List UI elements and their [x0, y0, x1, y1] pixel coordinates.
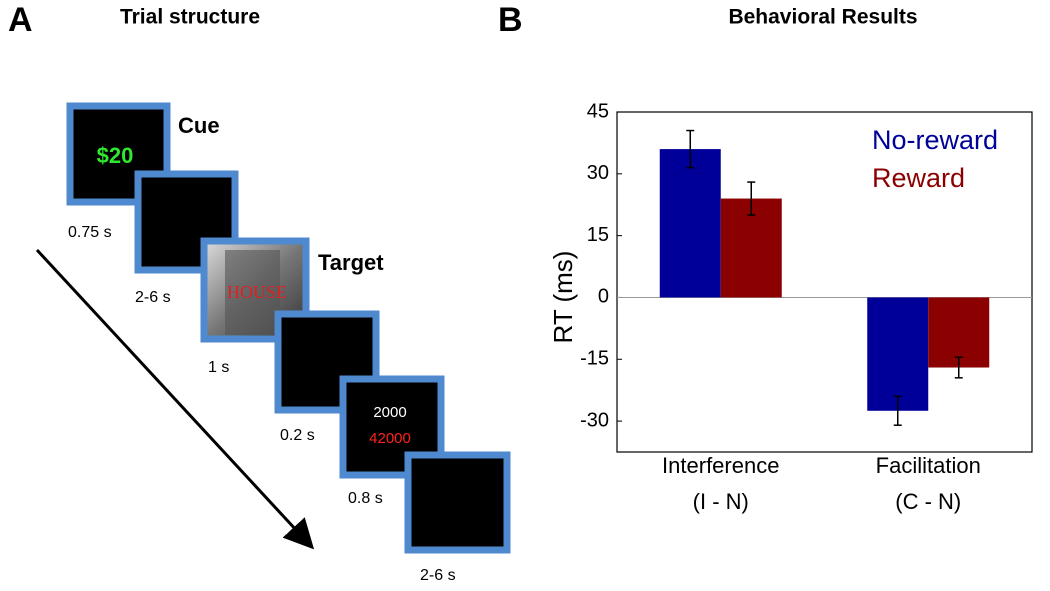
duration: 2-6 s	[420, 567, 456, 584]
y-tick-label: 45	[587, 100, 609, 122]
cue-label: Cue	[178, 113, 220, 138]
y-tick-label: 30	[587, 162, 609, 184]
panel-title: Trial structure	[120, 6, 260, 29]
plot-frame	[616, 111, 1033, 453]
panel-label: A	[8, 1, 33, 39]
panel-b: B Behavioral Results RT (ms)	[498, 1, 918, 343]
x-tick-sublabel: (I - N)	[693, 489, 749, 514]
duration: 0.2 s	[280, 427, 315, 444]
panel-label: B	[498, 1, 523, 39]
bar	[928, 297, 990, 368]
chart-title: Behavioral Results	[728, 6, 917, 29]
target-label: Target	[318, 250, 384, 275]
time-arrow	[35, 248, 315, 550]
feedback-text: 2000	[373, 404, 406, 421]
x-tick-label: Interference	[662, 453, 779, 478]
y-tick-label: 15	[587, 224, 609, 246]
bar	[867, 297, 929, 411]
bar	[659, 149, 721, 298]
duration: 2-6 s	[135, 289, 171, 306]
legend-label: Reward	[872, 163, 965, 193]
duration: 0.75 s	[68, 224, 112, 241]
cue-text: $20	[97, 143, 134, 168]
building	[225, 250, 280, 335]
screen	[404, 451, 511, 554]
duration: 0.8 s	[348, 490, 383, 507]
y-tick-label: -30	[580, 409, 609, 431]
x-tick-sublabel: (C - N)	[895, 489, 961, 514]
target-word: HOUSE	[227, 282, 287, 302]
x-tick-label: Facilitation	[876, 453, 981, 478]
y-axis-label: RT (ms)	[548, 251, 578, 344]
y-tick-label: -15	[580, 348, 609, 370]
legend-label: No-reward	[872, 125, 998, 155]
feedback-text: 42000	[369, 430, 411, 447]
duration: 1 s	[208, 359, 229, 376]
panel-a: A Trial structure $20 Cue 0.75 s 2-6 s H…	[8, 1, 511, 584]
y-tick-label: 0	[598, 286, 609, 308]
